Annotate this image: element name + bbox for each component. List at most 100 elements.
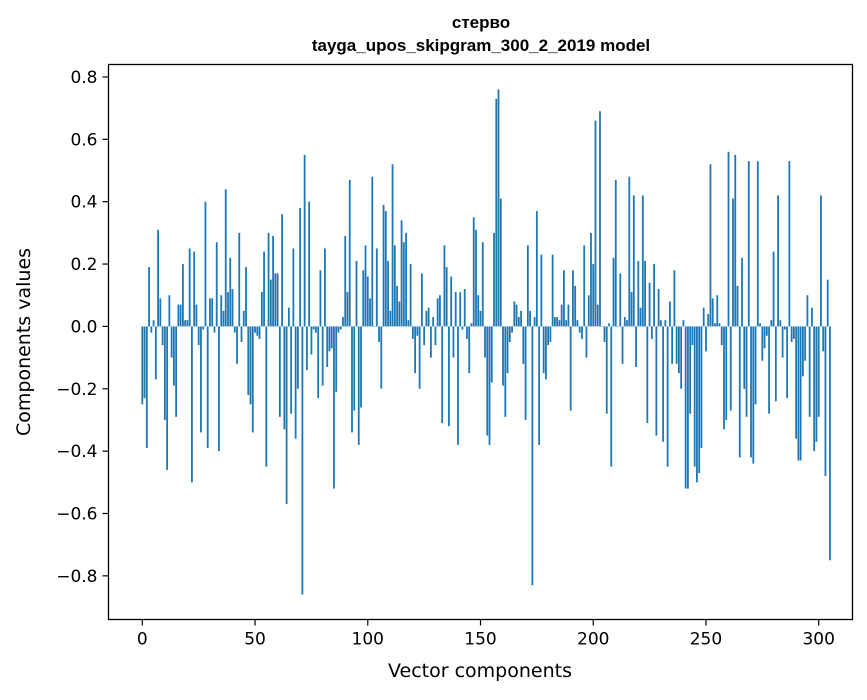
bar-component-197 <box>585 326 588 358</box>
bar-component-50 <box>254 326 256 333</box>
bar-component-172 <box>529 310 531 327</box>
bar-component-138 <box>452 326 455 358</box>
bar-component-279 <box>770 320 773 327</box>
bar-component-240 <box>682 320 685 327</box>
bar-component-145 <box>468 326 471 374</box>
bar-component-204 <box>601 326 604 327</box>
bar-component-73 <box>306 326 308 371</box>
bar-component-79 <box>319 270 322 327</box>
bar-component-30 <box>209 298 211 327</box>
bar-component-96 <box>357 326 360 445</box>
bar-component-19 <box>184 320 187 327</box>
bar-component-253 <box>711 298 714 327</box>
bar-component-149 <box>477 295 480 327</box>
y-tick-label-5: 0.2 <box>70 255 97 275</box>
bar-component-170 <box>524 326 527 420</box>
bar-component-44 <box>240 326 243 342</box>
bar-component-169 <box>522 326 525 364</box>
bar-component-250 <box>705 326 707 352</box>
bar-component-235 <box>671 326 674 364</box>
bar-component-189 <box>567 304 570 327</box>
bar-component-258 <box>723 326 725 430</box>
bar-component-98 <box>362 270 365 327</box>
bar-component-291 <box>797 326 800 461</box>
bar-component-18 <box>182 264 184 327</box>
bar-component-3 <box>148 267 150 327</box>
x-tick-label-300: 300 <box>802 630 834 650</box>
bar-component-157 <box>495 98 498 327</box>
bar-component-303 <box>824 326 827 477</box>
bar-component-135 <box>445 267 448 327</box>
bar-component-77 <box>315 326 317 333</box>
bar-component-249 <box>702 307 705 327</box>
bar-component-265 <box>738 326 741 458</box>
bar-component-297 <box>811 307 813 327</box>
bar-component-161 <box>504 326 507 417</box>
bar-component-256 <box>718 323 721 327</box>
bar-component-103 <box>373 326 376 327</box>
bar-component-262 <box>732 198 734 327</box>
bar-component-131 <box>436 298 439 327</box>
bar-component-155 <box>490 326 493 383</box>
bar-component-104 <box>375 248 378 327</box>
bar-component-7 <box>157 229 159 327</box>
bar-component-82 <box>326 326 329 367</box>
y-axis-label: Components values <box>13 248 35 436</box>
bar-component-15 <box>175 326 178 417</box>
bar-component-195 <box>581 326 583 339</box>
bar-component-122 <box>416 326 419 336</box>
bar-component-283 <box>779 320 782 327</box>
bar-component-63 <box>283 326 286 430</box>
bar-component-112 <box>393 245 396 327</box>
bar-component-4 <box>150 326 153 333</box>
bar-component-27 <box>202 326 205 330</box>
bar-component-1 <box>143 326 146 399</box>
bar-component-48 <box>249 326 252 405</box>
bar-component-173 <box>531 326 534 586</box>
bar-component-148 <box>475 229 477 327</box>
bar-component-211 <box>617 326 619 327</box>
bar-component-277 <box>765 326 768 336</box>
bar-component-70 <box>299 207 302 327</box>
bar-component-231 <box>662 326 665 442</box>
bar-component-164 <box>511 326 513 333</box>
bar-component-29 <box>206 326 209 449</box>
bar-component-216 <box>628 176 631 327</box>
bar-component-143 <box>463 288 466 327</box>
bar-component-257 <box>720 326 723 346</box>
bar-component-128 <box>430 326 432 358</box>
bar-component-222 <box>641 195 644 327</box>
bar-component-71 <box>301 326 304 595</box>
bar-component-136 <box>448 326 450 427</box>
bar-component-168 <box>520 310 522 327</box>
bar-component-17 <box>179 304 182 327</box>
bar-component-202 <box>596 304 599 327</box>
bar-component-146 <box>470 323 473 327</box>
bar-component-109 <box>387 260 389 327</box>
chart-title-line-2: tayga_upos_skipgram_300_2_2019 model <box>312 36 650 55</box>
bar-component-2 <box>145 326 148 449</box>
bar-component-153 <box>486 326 489 436</box>
bar-component-134 <box>443 245 446 327</box>
bar-component-301 <box>820 195 822 327</box>
bar-component-58 <box>272 235 274 327</box>
bar-component-296 <box>808 326 811 417</box>
bar-component-88 <box>339 326 342 330</box>
bar-component-113 <box>396 285 398 327</box>
bar-component-289 <box>792 326 795 339</box>
bar-component-280 <box>772 251 775 327</box>
bar-component-187 <box>563 270 565 327</box>
bar-component-84 <box>330 326 333 349</box>
bar-component-120 <box>411 326 414 339</box>
bar-component-147 <box>472 217 475 327</box>
bar-component-21 <box>188 248 191 327</box>
bar-component-278 <box>768 326 770 414</box>
y-tick-label-0: −0.8 <box>56 567 97 587</box>
bar-component-141 <box>459 292 462 327</box>
bar-component-151 <box>481 242 484 327</box>
bar-component-83 <box>328 326 331 352</box>
bar-component-160 <box>502 326 504 386</box>
bar-component-10 <box>163 326 166 420</box>
bar-component-288 <box>790 326 793 342</box>
bar-component-259 <box>725 326 728 420</box>
